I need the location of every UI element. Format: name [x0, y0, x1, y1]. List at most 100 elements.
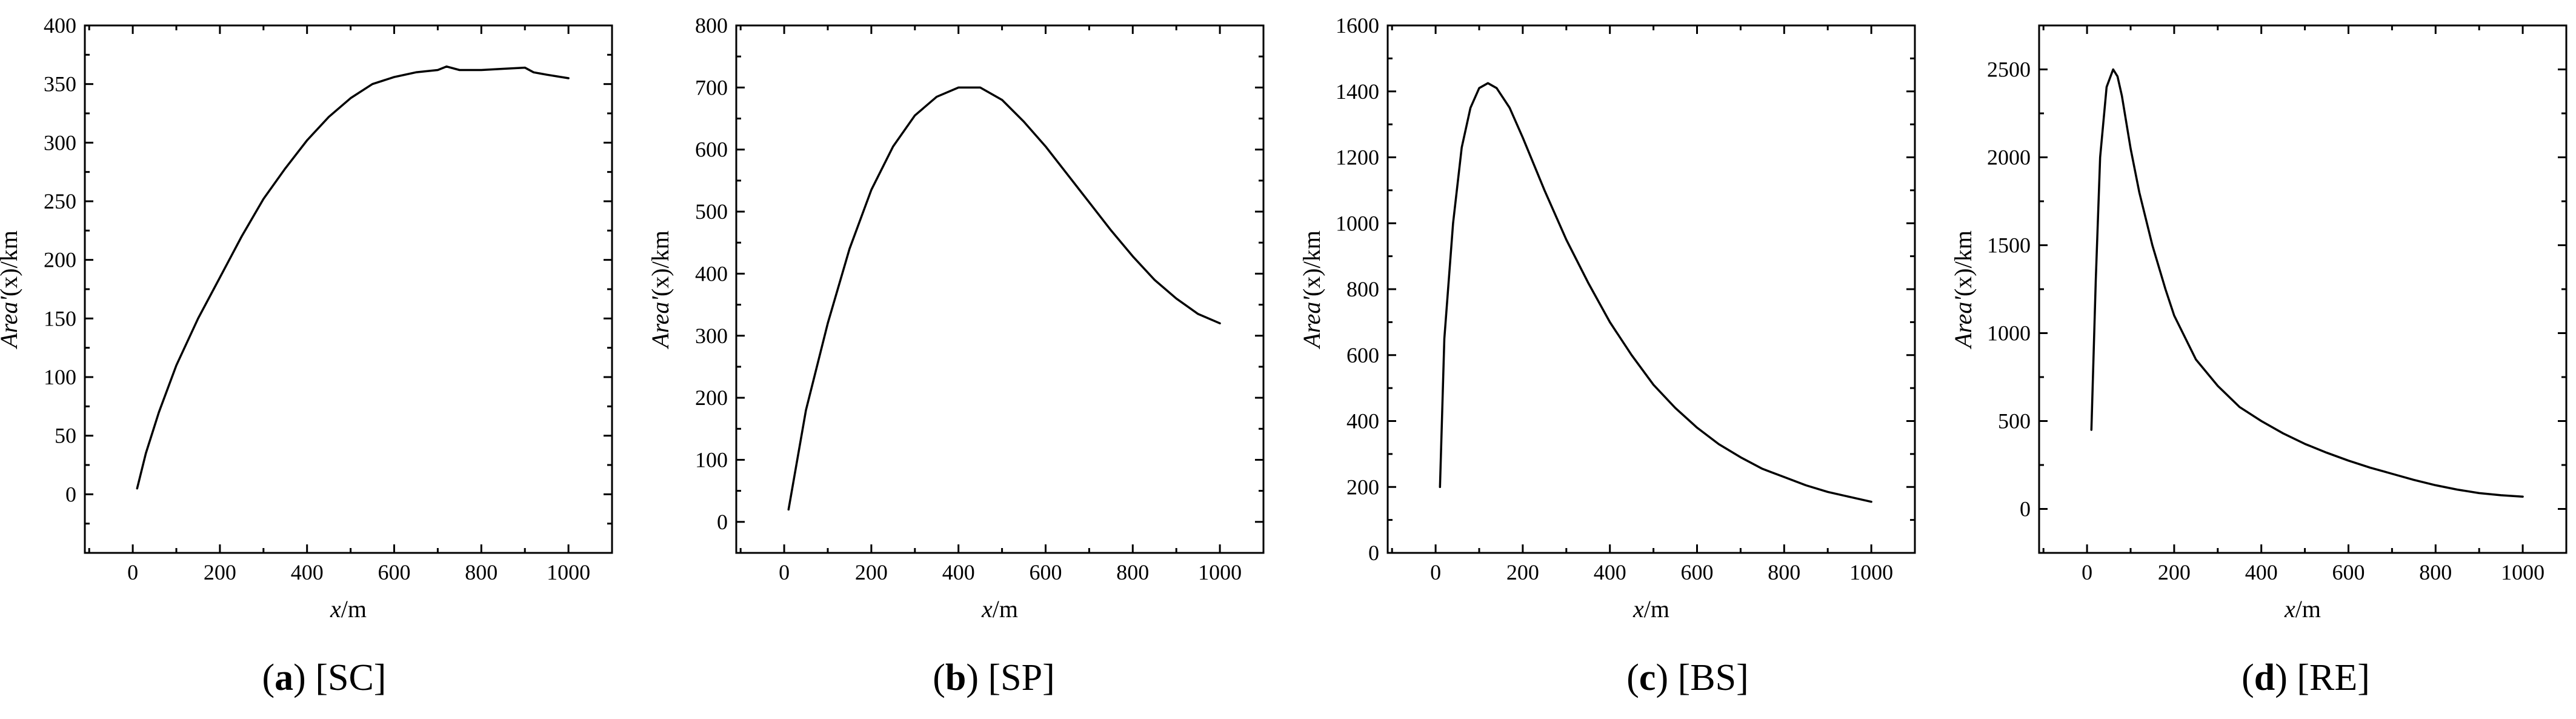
- x-tick-label: 600: [1680, 560, 1713, 584]
- data-line: [2090, 68, 2524, 498]
- y-tick-label: 300: [44, 130, 76, 155]
- x-tick-label: 800: [1116, 560, 1149, 584]
- y-axis-label: Area'(x)/km: [1949, 230, 1977, 350]
- y-tick-label: 800: [695, 13, 728, 38]
- data-line: [1439, 82, 1872, 503]
- caption-letter: b: [945, 657, 966, 698]
- x-tick-label: 600: [378, 560, 410, 584]
- y-tick-label: 200: [44, 248, 76, 272]
- caption-open-paren: (: [2242, 657, 2254, 698]
- x-tick-label: 600: [2332, 560, 2365, 584]
- y-tick-label: 150: [44, 306, 76, 330]
- y-axis-label: Area'(x)/km: [647, 230, 674, 350]
- x-tick-label: 0: [779, 560, 790, 584]
- y-axis-label-unit: (x)/km: [0, 230, 22, 296]
- y-axis-label: Area'(x)/km: [0, 230, 22, 350]
- x-tick-label: 0: [1430, 560, 1441, 584]
- y-tick-label: 300: [695, 324, 728, 348]
- y-axis-label-var: Area': [0, 296, 22, 350]
- x-axis-label-var: x: [2284, 595, 2295, 623]
- caption-close-paren: ): [2275, 657, 2288, 698]
- y-axis-label-unit: (x)/km: [647, 230, 674, 296]
- x-tick-label: 600: [1029, 560, 1062, 584]
- y-axis-label: Area'(x)/km: [1298, 230, 1325, 350]
- y-axis-label-var: Area': [1949, 296, 1977, 350]
- x-axis-label-unit: /m: [2295, 595, 2321, 623]
- x-axis-label-var: x: [330, 595, 341, 623]
- x-axis-label: x/m: [981, 595, 1018, 623]
- x-tick-label: 1000: [547, 560, 590, 584]
- chart-panel-d: 0 200 400 600 800 1000 0 500 1000 1500 2000 2500 x/m…: [1949, 24, 2568, 698]
- y-tick-label: 600: [1346, 343, 1379, 367]
- caption-letter: c: [1639, 657, 1656, 698]
- chart-panel-a: 0 200 400 600 800 1000 0 50 100 150 200 250 300 350 40…: [0, 13, 613, 698]
- y-tick-label: 1000: [1336, 211, 1379, 235]
- x-tick-label: 400: [1594, 560, 1626, 584]
- x-axis-label: x/m: [2284, 595, 2321, 623]
- caption-letter: a: [275, 657, 293, 698]
- x-tick-label: 800: [2419, 560, 2452, 584]
- y-tick-label: 700: [695, 75, 728, 99]
- x-tick-label: 200: [2158, 560, 2191, 584]
- y-tick-label: 1400: [1336, 79, 1379, 104]
- y-tick-label: 0: [1368, 541, 1379, 565]
- x-tick-label: 400: [942, 560, 975, 584]
- y-tick-label: 0: [65, 482, 76, 506]
- x-tick-label: 400: [2245, 560, 2278, 584]
- caption-open-paren: (: [933, 657, 945, 698]
- chart-panel-c: 0 200 400 600 800 1000 0 200 400 600 800 1000 1200 14…: [1298, 13, 1916, 698]
- x-tick-label: 400: [291, 560, 324, 584]
- x-tick-label: 1000: [2501, 560, 2544, 584]
- caption-text: [BS]: [1668, 657, 1749, 698]
- y-tick-label: 350: [44, 72, 76, 96]
- y-tick-label: 500: [1998, 409, 2031, 433]
- x-axis-label-unit: /m: [993, 595, 1018, 623]
- plot-frame: [735, 24, 1265, 554]
- data-line: [136, 65, 570, 490]
- y-tick-label: 0: [2020, 497, 2031, 521]
- x-tick-label: 200: [1506, 560, 1539, 584]
- x-axis-label-unit: /m: [341, 595, 367, 623]
- x-axis-label-var: x: [981, 595, 993, 623]
- y-tick-label: 2000: [1987, 145, 2031, 170]
- caption-close-paren: ): [293, 657, 306, 698]
- y-axis-label-var: Area': [647, 296, 674, 350]
- panel-caption: (b) [SP]: [933, 657, 1055, 698]
- data-line: [787, 86, 1221, 511]
- x-tick-label: 1000: [1198, 560, 1242, 584]
- caption-close-paren: ): [966, 657, 979, 698]
- y-tick-label: 1500: [1987, 233, 2031, 258]
- y-tick-label: 400: [1346, 409, 1379, 433]
- y-tick-label: 200: [1346, 475, 1379, 499]
- x-tick-label: 200: [204, 560, 236, 584]
- plot-frame: [2038, 24, 2568, 554]
- y-axis-label-unit: (x)/km: [1949, 230, 1977, 296]
- y-tick-label: 250: [44, 189, 76, 213]
- caption-letter: d: [2254, 657, 2275, 698]
- chart-panel-b: 0 200 400 600 800 1000 0 100 200 300 400 500 600 700 8…: [647, 13, 1265, 698]
- x-axis-label-var: x: [1632, 595, 1644, 623]
- x-tick-label: 0: [127, 560, 138, 584]
- plot-frame: [1386, 24, 1916, 554]
- y-tick-label: 200: [695, 386, 728, 410]
- panel-caption: (d) [RE]: [2242, 657, 2370, 698]
- y-tick-label: 800: [1346, 277, 1379, 301]
- y-tick-label: 600: [695, 138, 728, 162]
- caption-open-paren: (: [1626, 657, 1639, 698]
- caption-text: [RE]: [2288, 657, 2370, 698]
- y-tick-label: 500: [695, 199, 728, 224]
- caption-open-paren: (: [262, 657, 275, 698]
- x-tick-label: 0: [2082, 560, 2092, 584]
- y-axis-label-var: Area': [1298, 296, 1325, 350]
- y-tick-label: 1000: [1987, 321, 2031, 346]
- x-axis-label: x/m: [330, 595, 367, 623]
- panel-caption: (a) [SC]: [262, 657, 387, 698]
- y-tick-label: 400: [44, 13, 76, 38]
- y-axis-label-unit: (x)/km: [1298, 230, 1325, 296]
- y-tick-label: 1200: [1336, 145, 1379, 170]
- x-tick-label: 200: [855, 560, 888, 584]
- y-tick-label: 100: [44, 365, 76, 389]
- x-tick-label: 1000: [1849, 560, 1893, 584]
- y-tick-label: 0: [717, 510, 728, 534]
